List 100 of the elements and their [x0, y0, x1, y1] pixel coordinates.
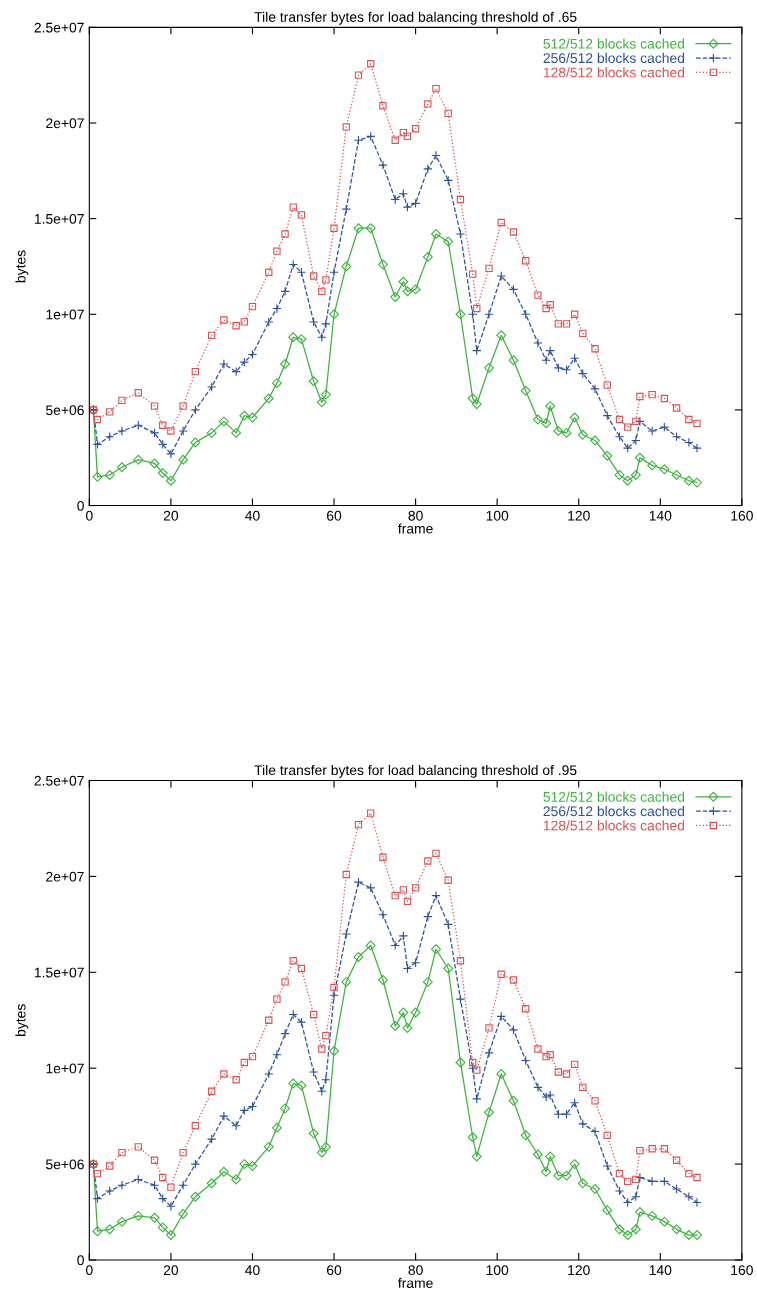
legend-label: 128/512 blocks cached: [543, 820, 685, 831]
point: [659, 1216, 670, 1227]
point: [615, 1170, 624, 1178]
point: [561, 1170, 572, 1181]
point: [432, 849, 440, 858]
point: [444, 109, 452, 118]
point: [308, 1067, 319, 1077]
point: [542, 1053, 550, 1061]
point: [431, 890, 441, 901]
point: [455, 309, 466, 320]
point: [232, 322, 240, 330]
point: [634, 1207, 645, 1218]
point: [157, 1222, 168, 1233]
point: [231, 427, 242, 438]
point: [240, 1058, 248, 1067]
point: [522, 257, 530, 265]
point: [93, 1170, 102, 1178]
point: [92, 1226, 103, 1237]
legend-label: 256/512 blocks cached: [543, 52, 685, 64]
y-tick-label: 2e+07: [46, 118, 84, 129]
point: [603, 381, 611, 389]
point: [545, 401, 556, 412]
point: [522, 1005, 530, 1013]
point: [456, 957, 465, 965]
point: [117, 426, 127, 436]
point: [660, 1145, 669, 1153]
x-tick-label: 0: [86, 510, 93, 521]
point: [693, 1173, 701, 1182]
point: [239, 410, 250, 421]
point: [159, 421, 167, 429]
point: [378, 910, 388, 920]
point: [179, 1148, 187, 1157]
y-tick-label: 2.5e+07: [34, 22, 84, 33]
point: [341, 976, 352, 987]
point: [106, 1162, 114, 1170]
point: [157, 468, 168, 479]
point: [570, 310, 579, 318]
point: [281, 978, 289, 986]
point: [398, 276, 409, 287]
point: [288, 1078, 299, 1089]
x-tick-label: 160: [731, 510, 753, 521]
point: [603, 1131, 611, 1140]
point: [577, 1178, 588, 1189]
point: [692, 1197, 702, 1208]
point: [318, 287, 326, 296]
point: [289, 203, 297, 211]
point: [533, 338, 543, 348]
point: [683, 475, 694, 486]
point: [165, 475, 176, 486]
point: [149, 1212, 160, 1223]
point: [248, 1053, 257, 1061]
point: [377, 974, 388, 985]
point: [443, 236, 454, 247]
point: [365, 940, 376, 951]
point: [443, 963, 454, 974]
point: [378, 160, 388, 170]
point: [569, 412, 580, 423]
point: [265, 268, 273, 276]
point: [248, 302, 257, 311]
legend-label: 128/512 blocks cached: [543, 67, 685, 78]
point: [432, 84, 440, 93]
point: [508, 355, 519, 366]
point: [165, 1230, 176, 1241]
point: [534, 1045, 542, 1053]
point: [403, 897, 412, 906]
point: [683, 1230, 694, 1241]
point: [484, 362, 494, 373]
x-tick-label: 20: [163, 1265, 179, 1276]
point: [444, 876, 452, 884]
point: [206, 382, 217, 392]
point: [265, 1016, 273, 1024]
point: [546, 301, 554, 309]
point: [118, 1148, 126, 1157]
y-tick-label: 2e+07: [46, 871, 84, 882]
point: [685, 415, 693, 424]
point: [562, 320, 571, 328]
point: [309, 272, 318, 280]
point: [178, 1208, 189, 1219]
point: [541, 1166, 552, 1177]
point: [672, 404, 681, 412]
point: [671, 1184, 682, 1194]
point: [379, 102, 387, 110]
point: [496, 1068, 507, 1079]
point: [469, 1058, 477, 1067]
point: [590, 1184, 601, 1195]
point: [693, 419, 701, 427]
point: [342, 123, 350, 131]
point: [602, 1205, 613, 1216]
point: [353, 223, 364, 234]
point: [104, 1224, 115, 1235]
point: [309, 1010, 318, 1019]
point: [106, 408, 114, 416]
point: [206, 1178, 217, 1189]
point: [296, 334, 307, 345]
point: [602, 450, 613, 461]
point: [117, 1180, 127, 1190]
point: [532, 414, 543, 425]
y-tick-label: 0: [77, 1255, 84, 1266]
point: [634, 452, 645, 463]
y-tick-label: 1.5e+07: [34, 967, 84, 978]
